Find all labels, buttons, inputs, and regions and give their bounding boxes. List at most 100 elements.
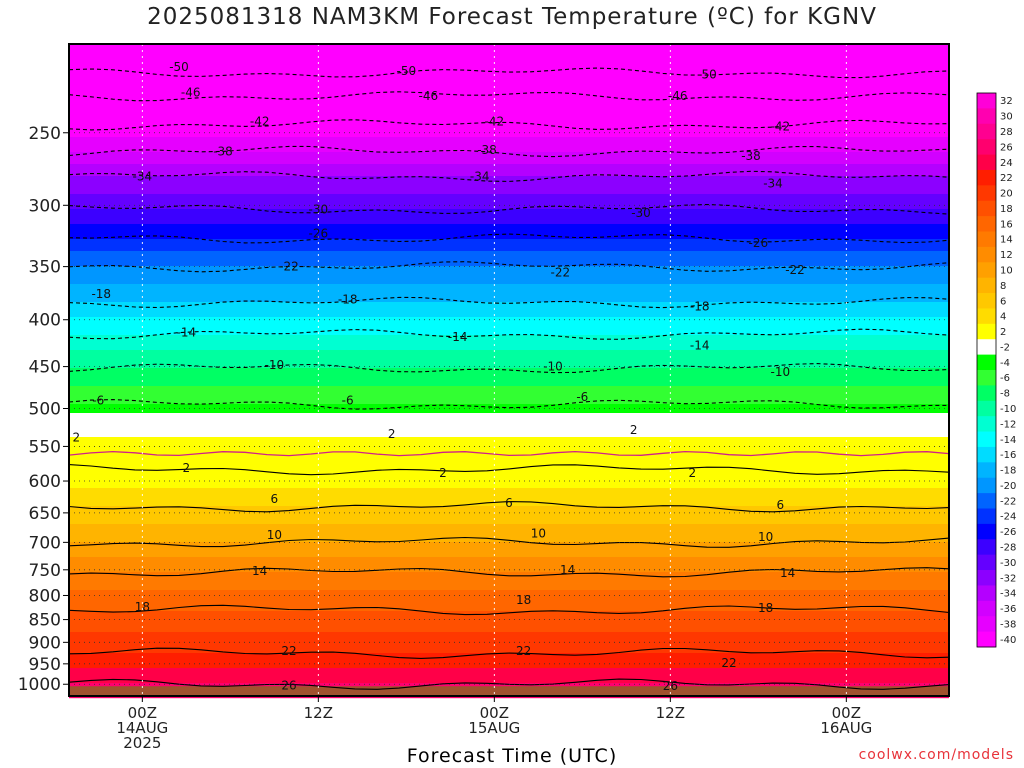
contour-label: -26 — [749, 236, 769, 250]
colorbar-label: 32 — [1000, 96, 1013, 107]
temperature-band — [69, 413, 949, 417]
temperature-band — [69, 338, 949, 342]
contour-label: -46 — [181, 86, 201, 100]
temperature-band — [69, 179, 949, 183]
temperature-band — [69, 560, 949, 564]
temperature-band — [69, 380, 949, 384]
colorbar-label: -24 — [1000, 512, 1016, 523]
temperature-band — [69, 644, 949, 648]
colorbar-label: 22 — [1000, 173, 1013, 184]
colorbar-label: 24 — [1000, 158, 1013, 169]
colorbar-swatch — [977, 108, 996, 125]
freezing-line — [68, 450, 950, 457]
temperature-band — [69, 452, 949, 456]
contour-label: -18 — [690, 300, 710, 314]
y-tick-label: 350 — [29, 258, 61, 278]
temperature-band — [69, 65, 949, 69]
temperature-band — [69, 473, 949, 477]
temperature-band — [69, 173, 949, 177]
temperature-band — [69, 164, 949, 168]
contour-label: 14 — [560, 563, 575, 577]
temperature-band — [69, 83, 949, 87]
contour-label: -34 — [470, 169, 490, 183]
colorbar-label: -22 — [1000, 496, 1016, 507]
colorbar-swatch — [977, 169, 996, 186]
temperature-band — [69, 590, 949, 594]
temperature-band — [69, 674, 949, 678]
contour-label: 18 — [758, 601, 773, 615]
temperature-band — [69, 275, 949, 279]
y-tick-label: 400 — [29, 311, 61, 331]
temperature-band — [69, 617, 949, 621]
plot-area — [69, 44, 949, 699]
temperature-band — [69, 326, 949, 330]
temperature-band — [69, 149, 949, 153]
temperature-band — [69, 389, 949, 393]
temperature-band — [69, 212, 949, 216]
temperature-band — [69, 161, 949, 165]
temperature-band — [69, 509, 949, 513]
temperature-band — [69, 95, 949, 99]
contour-label: -6 — [92, 393, 104, 407]
colorbar-swatch — [977, 370, 996, 386]
colorbar-label: 16 — [1000, 219, 1013, 230]
temperature-band — [69, 233, 949, 237]
temperature-band — [69, 362, 949, 366]
temperature-band — [69, 170, 949, 174]
contour-label: -42 — [771, 119, 791, 133]
temperature-band — [69, 50, 949, 54]
temperature-band — [69, 629, 949, 633]
temperature-band — [69, 425, 949, 429]
temperature-band — [69, 116, 949, 120]
temperature-band — [69, 272, 949, 276]
temperature-band — [69, 347, 949, 351]
temperature-band — [69, 638, 949, 642]
colorbar-label: 10 — [1000, 265, 1013, 276]
colorbar-swatch — [977, 400, 996, 417]
colorbar-label: -16 — [1000, 450, 1016, 461]
colorbar-label: -30 — [1000, 558, 1016, 569]
temperature-band — [69, 122, 949, 126]
colorbar-swatch — [977, 262, 996, 279]
temperature-band — [69, 290, 949, 294]
contour-line — [68, 91, 950, 102]
temperature-band — [69, 431, 949, 435]
temperature-band — [69, 575, 949, 579]
contour-label: 22 — [516, 644, 531, 658]
contour-label: 2 — [183, 461, 191, 475]
temperature-band — [69, 533, 949, 537]
temperature-band — [69, 92, 949, 96]
temperature-band — [69, 578, 949, 582]
temperature-band — [69, 185, 949, 189]
temperature-band — [69, 269, 949, 273]
temperature-band — [69, 383, 949, 387]
temperature-band — [69, 152, 949, 156]
temperature-band — [69, 305, 949, 309]
temperature-band — [69, 671, 949, 675]
temperature-band — [69, 377, 949, 381]
temperature-band — [69, 317, 949, 321]
contour-label: -14 — [448, 330, 468, 344]
temperature-band — [69, 395, 949, 399]
colorbar-swatch — [977, 246, 996, 263]
temperature-band — [69, 470, 949, 474]
temperature-band — [69, 542, 949, 546]
temperature-band — [69, 497, 949, 501]
temperature-band — [69, 251, 949, 255]
colorbar-label: -14 — [1000, 435, 1016, 446]
y-tick-label: 600 — [29, 472, 61, 492]
contour-label: -10 — [543, 360, 563, 374]
contour-label: 18 — [135, 600, 150, 614]
colorbar-label: -12 — [1000, 419, 1016, 430]
temperature-band — [69, 392, 949, 396]
colorbar-label: -20 — [1000, 481, 1016, 492]
temperature-band — [69, 464, 949, 468]
contour-label: 26 — [663, 679, 678, 693]
temperature-band — [69, 665, 949, 669]
contour-label: -26 — [309, 226, 329, 240]
temperature-band — [69, 266, 949, 270]
y-tick-label: 250 — [29, 124, 61, 144]
grid-lines — [69, 44, 949, 696]
chart-title: 2025081318 NAM3KM Forecast Temperature (… — [147, 4, 877, 30]
colorbar-label: -26 — [1000, 527, 1016, 538]
